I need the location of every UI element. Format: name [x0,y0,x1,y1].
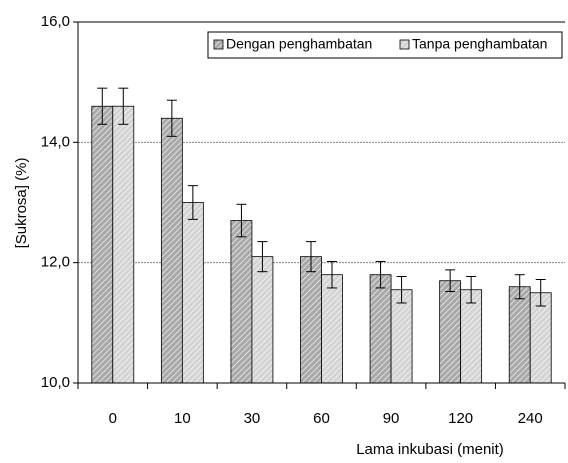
y-tick-label: 16,0 [41,13,70,30]
x-tick-label: 60 [313,410,330,427]
x-tick-label: 0 [109,410,117,427]
y-axis-label: [Sukrosa] (%) [13,158,30,249]
bar [230,220,253,384]
bar [321,274,343,384]
bar [369,274,392,384]
y-tick-label: 12,0 [41,254,70,271]
bar [300,256,322,384]
error-bar [118,87,129,125]
bar [181,202,204,384]
y-tick-label: 14,0 [41,133,70,150]
legend-box [207,31,563,59]
error-bar [514,274,525,300]
bar [251,256,274,384]
error-bar [445,269,456,293]
x-tick-label: 120 [448,410,473,427]
error-bar [257,241,268,273]
error-bar [187,185,198,220]
bar [390,289,413,384]
x-tick-label: 90 [383,410,400,427]
y-tick-label: 10,0 [41,374,70,391]
bar [460,289,483,384]
x-tick-label: 30 [244,410,261,427]
bar [508,286,531,384]
legend-label: Dengan penghambatan [226,36,372,52]
error-bar [375,260,386,289]
error-bar [396,276,407,304]
error-bar [535,279,546,307]
legend-label: Tanpa penghambatan [412,36,547,52]
legend-swatch [213,39,224,50]
error-bar [306,241,316,273]
error-bar [466,276,477,304]
x-axis-label: Lama inkubasi (menit) [356,441,504,458]
bar [91,105,114,384]
legend-swatch [399,39,410,50]
error-bar [327,260,337,289]
x-tick-label: 10 [174,410,191,427]
x-tick-label: 240 [518,410,543,427]
error-bar [97,87,108,125]
error-bar [166,99,177,137]
bar [160,117,183,384]
bar [112,105,135,384]
bar [439,280,462,384]
error-bar [236,203,247,238]
